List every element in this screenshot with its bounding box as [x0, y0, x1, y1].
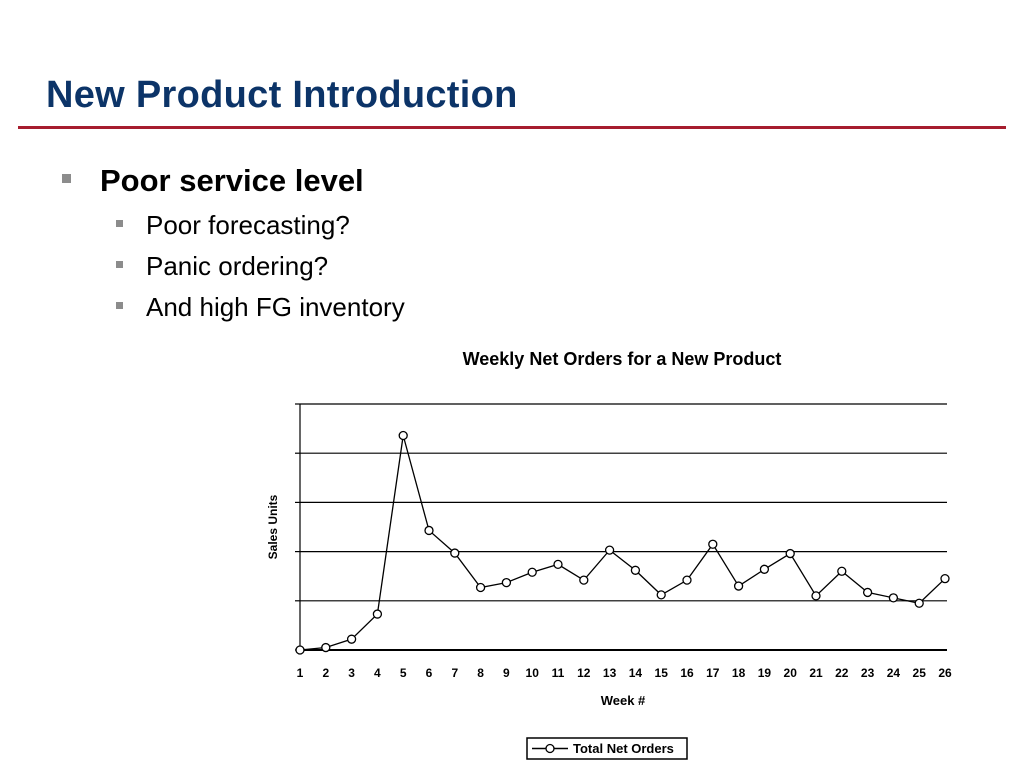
- bullet-text: And high FG inventory: [146, 292, 405, 322]
- data-point: [579, 575, 589, 585]
- x-tick-label: 14: [629, 666, 643, 680]
- x-tick-label: 4: [374, 666, 381, 680]
- x-tick-label: 18: [732, 666, 746, 680]
- x-tick-label: 20: [784, 666, 798, 680]
- data-point: [759, 564, 770, 574]
- data-point: [682, 575, 692, 585]
- title-divider: [18, 126, 1006, 129]
- data-point: [811, 591, 821, 601]
- x-tick-label: 2: [322, 666, 329, 680]
- bullet-text: Poor service level: [100, 163, 364, 198]
- square-bullet-icon: [116, 261, 123, 268]
- data-point: [656, 590, 666, 600]
- x-tick-label: 10: [526, 666, 540, 680]
- slide-title: New Product Introduction: [46, 74, 518, 116]
- x-tick-label: 1: [297, 666, 304, 680]
- data-point: [888, 593, 899, 603]
- bullet-text: Panic ordering?: [146, 251, 329, 281]
- chart-title: Weekly Net Orders for a New Product: [463, 349, 782, 369]
- data-point: [630, 565, 641, 575]
- x-tick-label: 21: [809, 666, 823, 680]
- data-point: [708, 539, 718, 549]
- x-tick-label: 9: [503, 666, 510, 680]
- square-bullet-icon: [116, 220, 123, 227]
- data-point: [501, 577, 512, 588]
- x-tick-label: 19: [758, 666, 772, 680]
- x-tick-label: 24: [887, 666, 901, 680]
- x-tick-label: 8: [477, 666, 484, 680]
- square-bullet-icon: [116, 302, 123, 309]
- gridlines: [300, 403, 947, 602]
- data-point: [785, 548, 795, 559]
- data-point: [604, 545, 615, 555]
- x-tick-label: 17: [706, 666, 720, 680]
- x-axis-label: Week #: [601, 693, 646, 708]
- data-point: [553, 559, 563, 570]
- x-tick-label: 23: [861, 666, 875, 680]
- x-tick-label: 15: [655, 666, 669, 680]
- data-point: [372, 609, 383, 619]
- data-point: [475, 582, 486, 593]
- data-point: [914, 598, 924, 608]
- x-tick-label: 25: [913, 666, 927, 680]
- data-point: [398, 430, 408, 441]
- data-point: [295, 645, 305, 655]
- x-tick-label: 6: [426, 666, 433, 680]
- x-tick-label: 7: [451, 666, 458, 680]
- square-bullet-icon: [62, 174, 71, 183]
- x-tick-label: 26: [938, 666, 952, 680]
- legend-label: Total Net Orders: [573, 741, 674, 756]
- x-tick-labels: 1 2 3 4 5 6 7 8 9 10 11 12 13 14 15 16 17 18 19 20 21 22 23 24 2…: [297, 666, 952, 680]
- axes: [295, 403, 947, 651]
- data-point: [837, 566, 847, 576]
- data-point: [450, 548, 460, 558]
- data-point: [346, 634, 357, 644]
- x-tick-label: 12: [577, 666, 591, 680]
- legend: Total Net Orders: [526, 737, 688, 760]
- series-line: [299, 435, 946, 651]
- data-point: [733, 581, 744, 591]
- x-tick-label: 5: [400, 666, 407, 680]
- legend-marker-icon: [545, 743, 555, 754]
- x-tick-label: 3: [348, 666, 355, 680]
- x-tick-label: 16: [680, 666, 694, 680]
- x-tick-label: 11: [552, 666, 565, 680]
- data-point: [940, 574, 950, 584]
- data-point: [862, 587, 873, 598]
- x-tick-label: 22: [835, 666, 849, 680]
- bullet-text: Poor forecasting?: [146, 210, 350, 240]
- legend-box: [526, 737, 688, 760]
- data-point: [527, 567, 537, 577]
- data-point: [321, 642, 331, 653]
- y-axis-label: Sales Units: [266, 494, 280, 559]
- x-tick-label: 13: [603, 666, 617, 680]
- data-point: [424, 525, 434, 536]
- series-layer: [295, 430, 950, 655]
